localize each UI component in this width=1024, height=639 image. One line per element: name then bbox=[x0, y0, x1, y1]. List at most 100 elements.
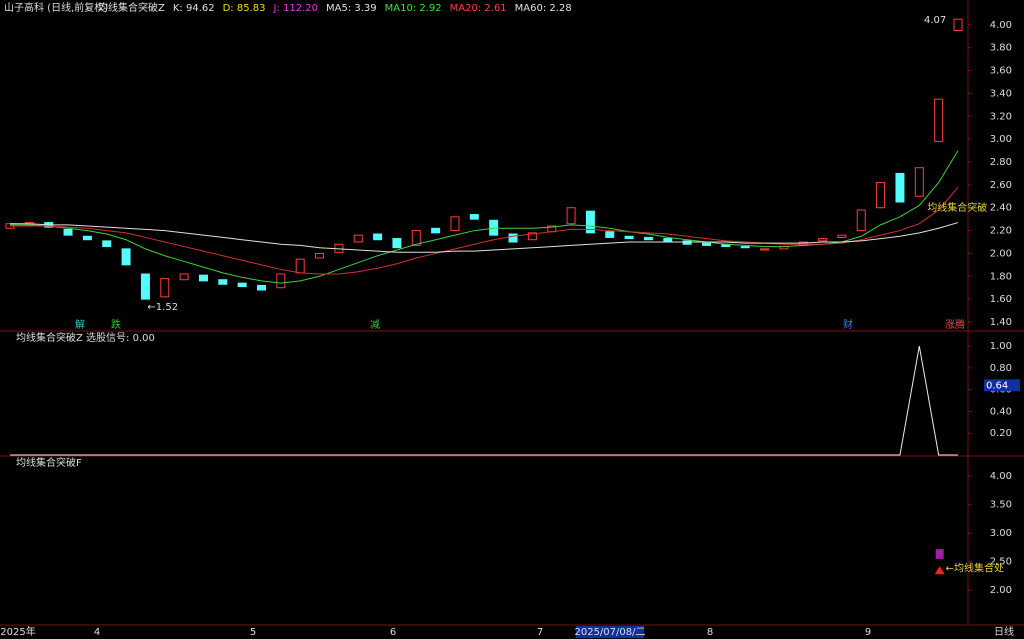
y-tick-label: 3.00 bbox=[990, 528, 1012, 539]
candle bbox=[856, 209, 866, 232]
candle bbox=[102, 240, 112, 248]
candle bbox=[508, 233, 518, 243]
candle bbox=[527, 232, 537, 241]
candle bbox=[624, 235, 634, 240]
y-tick-label: 0.80 bbox=[990, 363, 1012, 374]
frame bbox=[0, 0, 1024, 626]
candle bbox=[373, 233, 383, 241]
candle bbox=[605, 231, 615, 238]
signal-line bbox=[10, 345, 958, 456]
candle bbox=[489, 219, 499, 236]
candle bbox=[276, 273, 286, 289]
signal-label: ←均线集合处 bbox=[946, 561, 1004, 574]
candle bbox=[450, 216, 460, 232]
candle bbox=[682, 240, 692, 245]
candle bbox=[315, 252, 325, 259]
y-tick-label: 1.60 bbox=[990, 294, 1012, 305]
candle bbox=[82, 235, 92, 241]
event-marker: 减 bbox=[370, 319, 380, 331]
candle bbox=[218, 279, 228, 285]
high-annotation: 4.07 bbox=[924, 15, 946, 26]
event-marker: 跌 bbox=[111, 318, 121, 331]
ma-line bbox=[10, 222, 959, 253]
candle bbox=[585, 210, 595, 234]
legend-item: J: 112.20 bbox=[272, 3, 318, 14]
y-tick-label: 1.80 bbox=[990, 271, 1012, 282]
legend-item: MA5: 3.39 bbox=[326, 3, 377, 14]
candle bbox=[63, 228, 73, 236]
y-tick-label: 2.50 bbox=[990, 557, 1012, 568]
candle bbox=[663, 238, 673, 243]
candle bbox=[837, 234, 847, 238]
candle bbox=[876, 182, 886, 209]
y-tick-label: 3.60 bbox=[990, 66, 1012, 77]
y-tick-label: 2.20 bbox=[990, 226, 1012, 237]
x-tick-label: 2025年 bbox=[0, 625, 35, 638]
candle bbox=[818, 238, 828, 242]
candle bbox=[295, 258, 305, 274]
y-tick-label: 3.80 bbox=[990, 43, 1012, 54]
candle bbox=[257, 284, 267, 291]
x-tick-label: 9 bbox=[865, 627, 871, 638]
y-tick-label: 2.80 bbox=[990, 157, 1012, 168]
candle bbox=[237, 282, 247, 288]
candle bbox=[411, 230, 421, 246]
x-tick-label: 7 bbox=[537, 627, 543, 638]
period-label: 日线 bbox=[994, 625, 1014, 638]
candle bbox=[760, 248, 770, 251]
signal-triangle bbox=[934, 566, 945, 575]
candle bbox=[934, 98, 944, 142]
candle bbox=[179, 273, 189, 281]
legend-item: MA60: 2.28 bbox=[515, 3, 572, 14]
legend-item: K: 94.62 bbox=[173, 3, 215, 14]
current-label: 0.64 bbox=[986, 380, 1008, 391]
candle bbox=[431, 227, 441, 234]
ma-line bbox=[10, 186, 959, 275]
legend-item: 均线集合突破Z bbox=[98, 1, 165, 14]
x-tick-label: 2025/07/08/二 bbox=[574, 627, 645, 638]
candle bbox=[392, 238, 402, 249]
candle bbox=[469, 214, 479, 220]
y-tick-label: 4.00 bbox=[990, 471, 1012, 482]
signal-bar bbox=[935, 549, 944, 559]
panel-title: 均线集合突破Z 选股信号: 0.00 bbox=[16, 331, 155, 344]
candle bbox=[643, 236, 653, 241]
y-tick-label: 3.00 bbox=[990, 134, 1012, 145]
candle bbox=[160, 278, 170, 298]
y-tick-label: 3.40 bbox=[990, 88, 1012, 99]
y-tick-label: 1.00 bbox=[990, 341, 1012, 352]
candle bbox=[140, 273, 150, 300]
candle bbox=[353, 234, 363, 243]
legend-item: MA10: 2.92 bbox=[385, 3, 442, 14]
chart-title: 山子高科 (日线,前复权) bbox=[4, 1, 108, 14]
event-marker: 财 bbox=[843, 318, 853, 331]
candle bbox=[895, 172, 905, 203]
candle bbox=[198, 274, 208, 282]
y-tick-label: 0.20 bbox=[990, 428, 1012, 439]
cursor-date-bg bbox=[576, 626, 644, 638]
panel-title: 均线集合突破F bbox=[16, 456, 82, 469]
y-tick-label: 2.00 bbox=[990, 248, 1012, 259]
x-tick-label: 6 bbox=[390, 627, 396, 638]
y-tick-label: 1.40 bbox=[990, 317, 1012, 328]
event-marker: 涨腾 bbox=[945, 318, 965, 331]
ma-line bbox=[10, 150, 959, 284]
candle bbox=[566, 207, 576, 225]
current-marker bbox=[984, 379, 1020, 392]
event-marker: 解 bbox=[75, 318, 85, 331]
candle bbox=[914, 167, 924, 197]
y-tick-label: 2.40 bbox=[990, 203, 1012, 214]
y-tick-label: 2.00 bbox=[990, 585, 1012, 596]
legend-item: D: 85.83 bbox=[223, 3, 266, 14]
candle bbox=[953, 18, 963, 32]
y-tick-label: 3.50 bbox=[990, 500, 1012, 511]
legend-item: MA20: 2.61 bbox=[450, 3, 507, 14]
y-tick-label: 0.40 bbox=[990, 406, 1012, 417]
candle bbox=[740, 246, 750, 249]
y-tick-label: 3.20 bbox=[990, 111, 1012, 122]
candle bbox=[701, 242, 711, 246]
x-tick-label: 4 bbox=[94, 627, 100, 638]
